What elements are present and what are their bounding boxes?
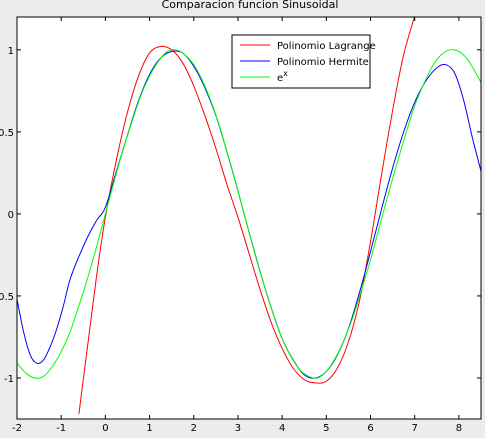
x-tick-label: 5 bbox=[323, 423, 329, 434]
series-line-2 bbox=[17, 49, 481, 379]
ticks-layer: -2 -1 0 1 2 3 4 5 6 7 8 -1 -0.5 0 0.5 1 bbox=[0, 17, 481, 434]
x-tick-label: 6 bbox=[367, 423, 373, 434]
y-tick-label: 0.5 bbox=[0, 128, 14, 139]
x-tick-label: 7 bbox=[412, 423, 418, 434]
series-line-0 bbox=[78, 17, 415, 415]
plot-frame bbox=[16, 16, 482, 420]
x-tick-label: -1 bbox=[56, 423, 66, 434]
y-tick-label: -0.5 bbox=[0, 292, 14, 303]
x-tick-label: 0 bbox=[102, 423, 108, 434]
x-tick-label: 2 bbox=[191, 423, 197, 434]
legend-label: ex bbox=[277, 69, 288, 84]
y-tick-label: -1 bbox=[4, 374, 14, 385]
x-tick-label: 1 bbox=[146, 423, 152, 434]
chart-title: Comparacion funcion Sinusoidal bbox=[162, 0, 339, 11]
x-tick-label: -2 bbox=[12, 423, 22, 434]
x-tick-label: 4 bbox=[279, 423, 285, 434]
x-tick-label: 3 bbox=[235, 423, 241, 434]
legend-label: Polinomio Hermite bbox=[277, 57, 369, 68]
legend-label: Polinomio Lagrange bbox=[277, 41, 376, 52]
series-layer bbox=[17, 17, 481, 415]
y-tick-label: 0 bbox=[8, 210, 14, 221]
y-tick-label: 1 bbox=[8, 46, 14, 57]
x-tick-label: 8 bbox=[456, 423, 462, 434]
